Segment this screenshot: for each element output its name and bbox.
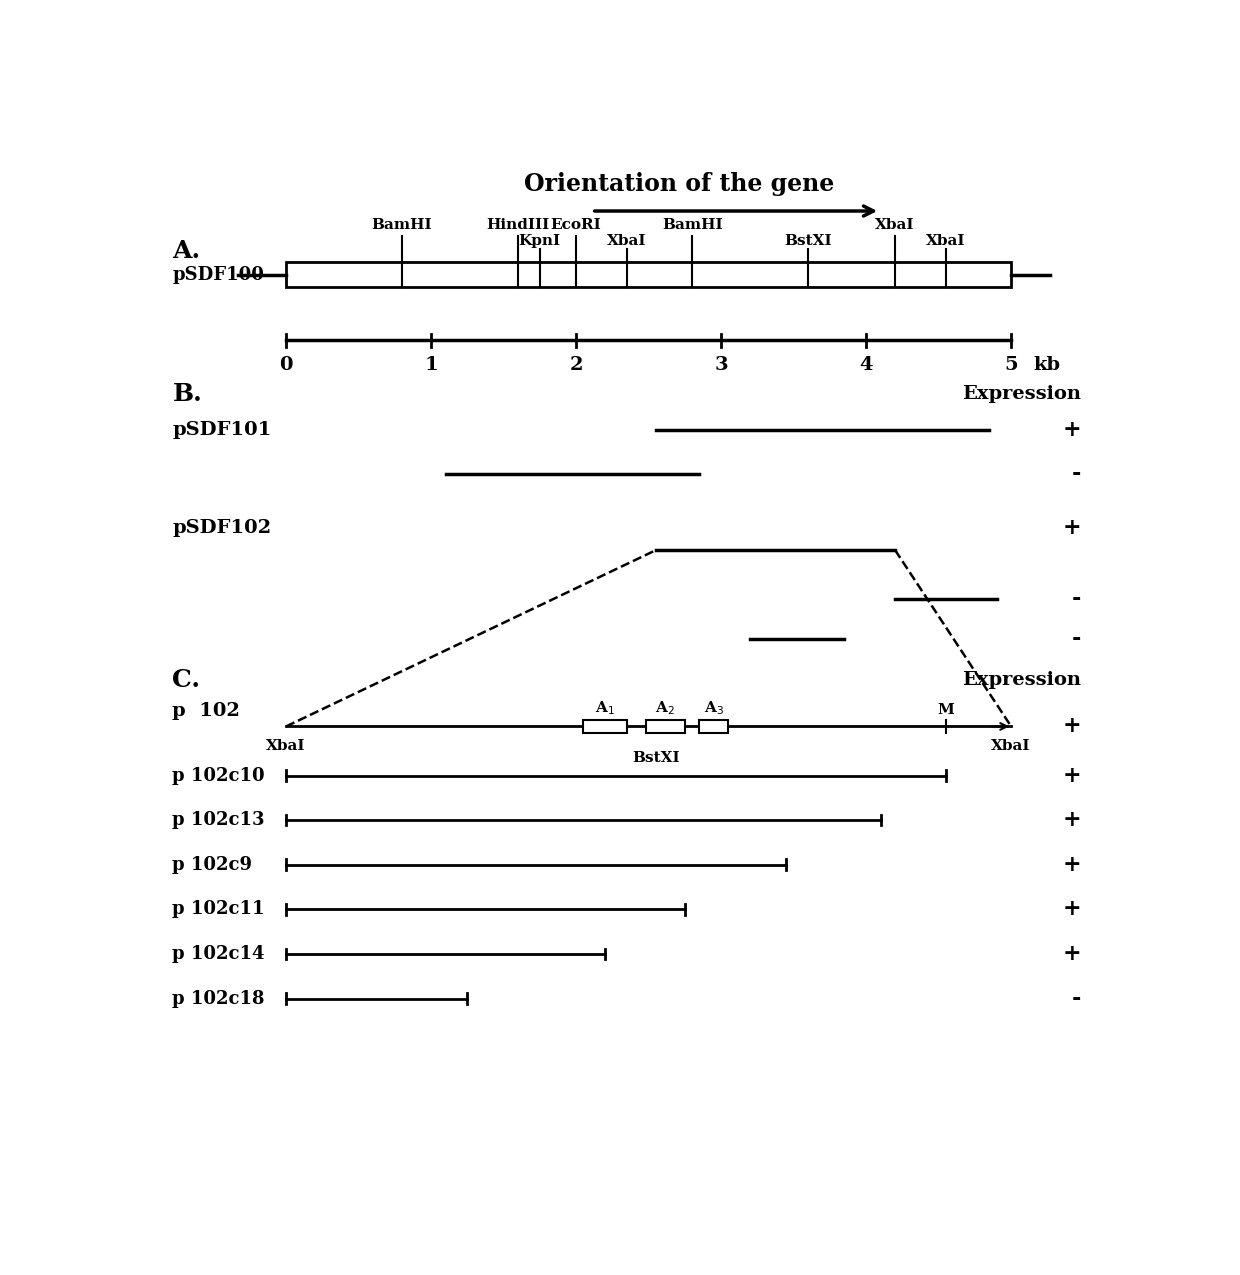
Text: BamHI: BamHI <box>372 218 433 232</box>
Text: A$_1$: A$_1$ <box>595 699 615 717</box>
Text: +: + <box>1063 944 1081 965</box>
Text: +: + <box>1063 810 1081 831</box>
Text: KpnI: KpnI <box>518 235 560 249</box>
Text: p 102c10: p 102c10 <box>172 766 265 784</box>
Text: p  102: p 102 <box>172 701 241 720</box>
Text: BstXI: BstXI <box>632 751 680 765</box>
Text: kb: kb <box>1033 356 1060 374</box>
Text: C.: C. <box>172 668 201 691</box>
Text: XbaI: XbaI <box>267 740 306 754</box>
Text: BstXI: BstXI <box>785 235 832 249</box>
Text: +: + <box>1063 765 1081 787</box>
Text: +: + <box>1063 516 1081 539</box>
Text: 0: 0 <box>279 356 293 374</box>
Text: 3: 3 <box>714 356 728 374</box>
Text: Orientation of the gene: Orientation of the gene <box>525 172 835 196</box>
Text: A.: A. <box>172 240 201 263</box>
Text: -: - <box>1071 988 1081 1010</box>
Text: +: + <box>1063 715 1081 737</box>
Text: A$_3$: A$_3$ <box>704 699 724 717</box>
Text: EcoRI: EcoRI <box>551 218 601 232</box>
Text: +: + <box>1063 899 1081 921</box>
Bar <box>583 719 627 733</box>
Text: XbaI: XbaI <box>992 740 1030 754</box>
Text: Expression: Expression <box>962 385 1081 403</box>
Text: M: M <box>937 703 955 717</box>
Bar <box>286 263 1011 287</box>
Text: pSDF100: pSDF100 <box>172 265 264 283</box>
Text: pSDF101: pSDF101 <box>172 421 272 439</box>
Text: HindIII: HindIII <box>486 218 549 232</box>
Bar <box>699 719 728 733</box>
Text: +: + <box>1063 418 1081 441</box>
Text: p 102c9: p 102c9 <box>172 856 253 873</box>
Text: XbaI: XbaI <box>875 218 915 232</box>
Text: 1: 1 <box>424 356 438 374</box>
Text: -: - <box>1071 463 1081 486</box>
Text: 2: 2 <box>569 356 583 374</box>
Text: p 102c18: p 102c18 <box>172 989 265 1007</box>
Text: Expression: Expression <box>962 671 1081 688</box>
Bar <box>646 719 684 733</box>
Text: XbaI: XbaI <box>926 235 966 249</box>
Text: -: - <box>1071 588 1081 611</box>
Text: 5: 5 <box>1004 356 1018 374</box>
Text: XbaI: XbaI <box>608 235 646 249</box>
Text: A$_2$: A$_2$ <box>656 699 675 717</box>
Text: pSDF102: pSDF102 <box>172 519 272 537</box>
Text: BamHI: BamHI <box>662 218 723 232</box>
Text: 4: 4 <box>859 356 873 374</box>
Text: p 102c11: p 102c11 <box>172 900 265 918</box>
Text: p 102c14: p 102c14 <box>172 945 265 963</box>
Text: p 102c13: p 102c13 <box>172 811 265 829</box>
Text: +: + <box>1063 854 1081 876</box>
Text: -: - <box>1071 629 1081 650</box>
Text: B.: B. <box>172 382 202 405</box>
